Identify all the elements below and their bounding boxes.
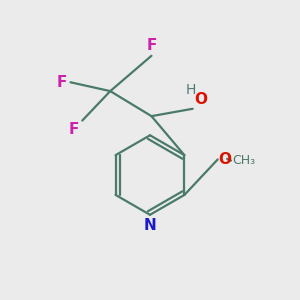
Text: O: O bbox=[194, 92, 207, 107]
Text: F: F bbox=[68, 122, 79, 137]
Text: F: F bbox=[146, 38, 157, 53]
Text: N: N bbox=[144, 218, 156, 233]
Text: CH₃: CH₃ bbox=[232, 154, 256, 167]
Text: H: H bbox=[186, 83, 196, 97]
Text: F: F bbox=[57, 75, 67, 90]
Text: O: O bbox=[219, 152, 232, 167]
